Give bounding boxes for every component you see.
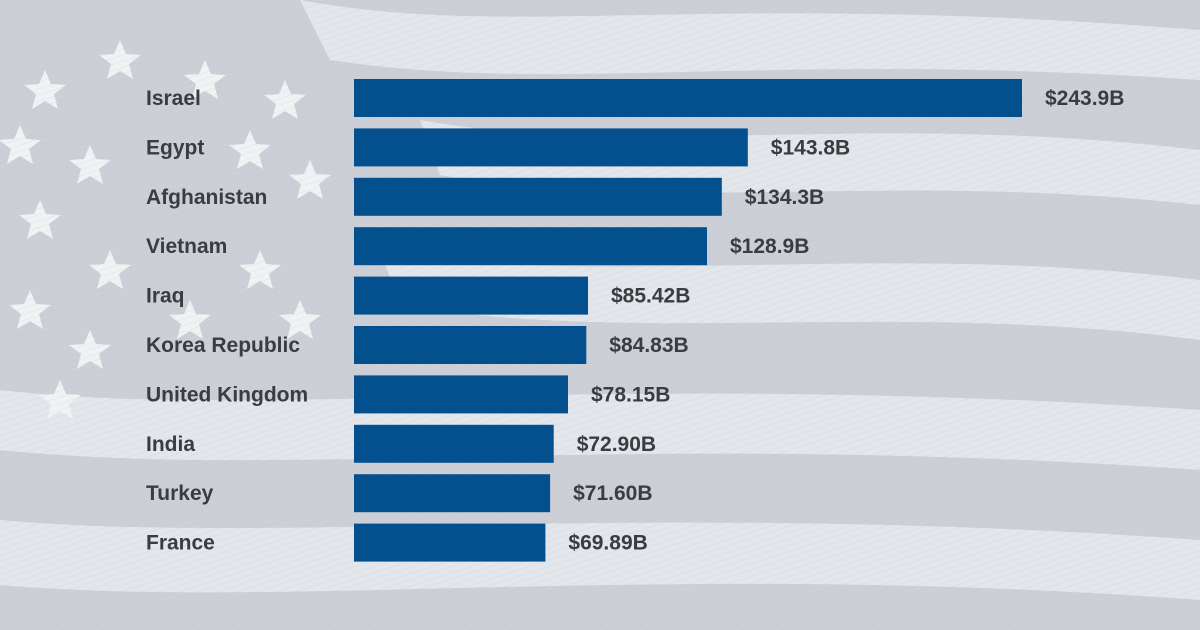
- value-label: $85.42B: [611, 285, 690, 308]
- category-label: Afghanistan: [146, 186, 267, 209]
- category-label: Iraq: [146, 285, 185, 308]
- value-label: $78.15B: [591, 383, 670, 406]
- value-label: $243.9B: [1045, 87, 1124, 110]
- bar: [354, 227, 707, 266]
- category-label: Korea Republic: [146, 334, 300, 357]
- category-label: Egypt: [146, 136, 204, 159]
- value-label: $134.3B: [745, 186, 824, 209]
- value-label: $84.83B: [609, 334, 688, 357]
- bar: [354, 276, 588, 315]
- category-labels: Israel Egypt Afghanistan Vietnam Iraq Korea R…: [146, 87, 308, 555]
- category-label: United Kingdom: [146, 383, 308, 406]
- value-label: $72.90B: [577, 433, 656, 456]
- bar: [354, 326, 587, 364]
- bar: [354, 79, 1022, 117]
- bar: [354, 128, 748, 167]
- bar: [354, 424, 554, 463]
- category-label: India: [146, 433, 195, 456]
- bar: [354, 474, 551, 513]
- category-label: Israel: [146, 87, 201, 110]
- bar: [354, 177, 722, 216]
- category-label: France: [146, 532, 215, 555]
- category-label: Turkey: [146, 482, 214, 505]
- value-label: $71.60B: [573, 482, 652, 505]
- bar: [354, 523, 546, 562]
- value-label: $69.89B: [568, 532, 647, 555]
- bars-group: [354, 79, 1022, 562]
- value-labels: $243.9B $143.8B $134.3B $128.9B $85.42B $84.8…: [568, 87, 1124, 555]
- category-label: Vietnam: [146, 235, 227, 258]
- bar: [354, 375, 568, 414]
- value-label: $128.9B: [730, 235, 809, 258]
- value-label: $143.8B: [771, 136, 850, 159]
